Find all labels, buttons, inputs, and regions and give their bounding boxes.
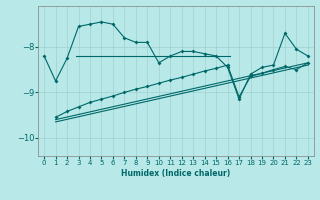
X-axis label: Humidex (Indice chaleur): Humidex (Indice chaleur) bbox=[121, 169, 231, 178]
